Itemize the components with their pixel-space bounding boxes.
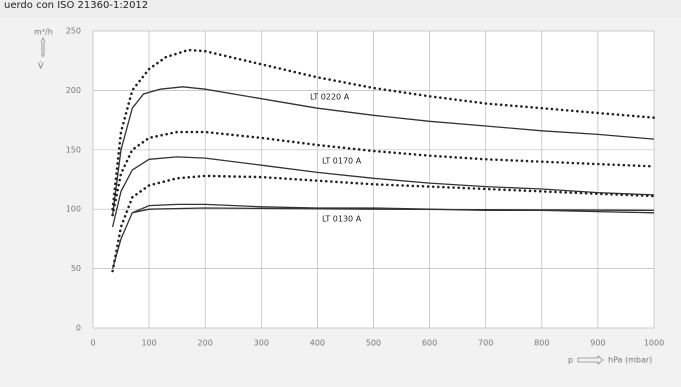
x-unit: hPa (mbar) [608, 356, 652, 365]
y-tick-label: 250 [66, 27, 81, 36]
series-label: LT 0130 A [322, 215, 362, 224]
y-arrow [40, 37, 46, 57]
y-tick-label: 100 [66, 205, 81, 214]
x-tick-label: 0 [90, 339, 95, 348]
x-tick-label: 800 [534, 339, 549, 348]
y-symbol: V̇ [38, 60, 44, 70]
y-tick-label: 0 [76, 324, 81, 333]
x-tick-label: 200 [198, 339, 213, 348]
series-line [111, 86, 655, 216]
x-symbol: p [568, 356, 573, 365]
x-tick-label: 100 [141, 339, 156, 348]
x-tick-label: 600 [422, 339, 437, 348]
x-tick-label: 400 [310, 339, 325, 348]
series-label: LT 0220 A [310, 93, 350, 102]
x-arrow [577, 355, 604, 365]
x-tick-label: 700 [478, 339, 493, 348]
chart-title: uerdo con ISO 21360-1:2012 [4, 0, 148, 11]
x-tick-label: 900 [590, 339, 605, 348]
y-tick-label: 150 [66, 145, 81, 154]
y-tick-label: 200 [66, 86, 81, 95]
series-line [111, 130, 656, 217]
y-unit: m³/h [34, 28, 53, 37]
series-line [111, 156, 655, 228]
series-line [132, 207, 655, 214]
x-tick-label: 500 [366, 339, 381, 348]
x-tick-label: 300 [254, 339, 269, 348]
series-line [111, 174, 656, 273]
series-label: LT 0170 A [322, 157, 362, 166]
y-tick-label: 50 [71, 264, 81, 273]
x-tick-label: 1000 [644, 339, 664, 348]
